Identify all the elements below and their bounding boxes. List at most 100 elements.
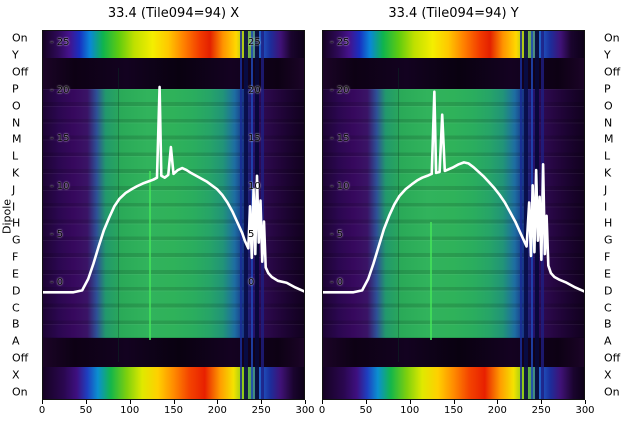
heatmap-band-on-top-rainbow <box>43 31 304 58</box>
dipole-label-right: B <box>604 317 612 331</box>
x-tick-mark <box>409 400 411 404</box>
dipole-label-right: Off <box>604 351 621 365</box>
heatmap-stripe <box>524 31 529 399</box>
power-tick-left: - 20 <box>330 85 350 97</box>
dipole-label-right: On <box>604 31 620 45</box>
heatmap-stripe <box>117 67 119 363</box>
x-tick-label: 250 <box>251 405 271 416</box>
dipole-label-left: K <box>12 166 20 180</box>
dipole-label-left: F <box>12 250 19 264</box>
dipole-label-left: G <box>12 233 21 247</box>
dipole-label-left: On <box>12 385 28 399</box>
bandpass-line <box>323 31 584 399</box>
dipole-label-left: Off <box>12 351 29 365</box>
dipole-label-left: D <box>12 284 21 298</box>
dipole-label-left: L <box>12 149 19 163</box>
power-tick-left: - 25 <box>330 37 350 49</box>
x-tick-label: 300 <box>575 405 595 416</box>
power-tick-left: - 20 <box>50 85 70 97</box>
x-tick-label: 50 <box>79 405 93 416</box>
power-tick-left: - 5 <box>330 229 344 241</box>
dipole-label-right: H <box>604 216 613 230</box>
dipole-label-right: Off <box>604 65 621 79</box>
dipole-label-right: A <box>604 334 612 348</box>
power-tick-left: - 0 <box>330 277 344 289</box>
dipole-label-left: H <box>12 216 21 230</box>
dipole-label-left: O <box>12 99 21 113</box>
heatmap-band-x-on-rainbow <box>43 367 304 399</box>
dipole-label-left: I <box>12 200 16 214</box>
heatmap-stripe <box>397 67 399 363</box>
x-tick-mark <box>585 400 586 404</box>
dipole-label-right: L <box>604 149 611 163</box>
power-tick-left: - 10 <box>330 181 350 193</box>
x-tick-mark <box>305 400 306 404</box>
x-tick-mark <box>129 400 131 404</box>
dipole-label-left: B <box>12 317 20 331</box>
dipole-label-left: Off <box>12 65 29 79</box>
x-tick-label: 150 <box>443 405 464 416</box>
panel-y-title: 33.4 (Tile094=94) Y <box>388 6 519 21</box>
dipole-label-right: G <box>604 233 613 247</box>
power-tick-left: - 10 <box>50 181 70 193</box>
dipole-label-right: K <box>604 166 612 180</box>
dipole-label-left: N <box>12 116 21 129</box>
heatmap-band-y-off-dark <box>43 57 304 89</box>
dipole-label-right: M <box>604 132 614 146</box>
heatmap-stripe <box>430 222 432 341</box>
dipole-label-right: N <box>604 116 613 129</box>
heatmap-stripe <box>149 170 152 341</box>
x-tick-mark <box>497 400 499 404</box>
dipole-label-left: X <box>12 368 20 382</box>
x-tick-mark <box>173 400 175 404</box>
heatmap-stripe <box>239 31 243 399</box>
dipole-label-right: E <box>604 267 611 281</box>
dipole-label-left: M <box>12 132 22 146</box>
x-tick-label: 50 <box>359 405 373 416</box>
x-tick-label: 250 <box>531 405 551 416</box>
x-tick-label: 0 <box>38 405 46 416</box>
dipole-label-left: P <box>12 82 19 96</box>
power-tick-left: - 15 <box>330 133 350 145</box>
panel-x-title: 33.4 (Tile094=94) X <box>107 6 240 21</box>
heatmap-panel-y <box>322 30 585 400</box>
power-tick-right: 20 <box>248 85 261 97</box>
heatmap-band-x-on-rainbow <box>323 367 584 399</box>
power-tick-right: 5 <box>248 229 255 241</box>
dipole-label-left: On <box>12 31 28 45</box>
bandpass-line <box>43 31 304 399</box>
dipole-label-left: E <box>12 267 19 281</box>
dipole-label-right: D <box>604 284 613 298</box>
power-tick-right: 0 <box>248 277 255 289</box>
x-tick-label: 200 <box>487 405 507 416</box>
dipole-label-right: C <box>604 301 612 314</box>
power-tick-left: - 0 <box>50 277 64 289</box>
power-tick-right: 25 <box>248 37 261 49</box>
power-tick-left: - 5 <box>50 229 64 241</box>
x-tick-mark <box>42 400 43 404</box>
dipole-label-right: On <box>604 385 620 399</box>
dipole-label-right: P <box>604 82 611 96</box>
x-tick-label: 0 <box>318 405 326 416</box>
x-tick-mark <box>541 400 543 404</box>
x-tick-mark <box>365 400 367 404</box>
dipole-label-left: J <box>12 183 16 197</box>
x-tick-mark <box>453 400 455 404</box>
power-tick-left: - 15 <box>50 133 70 145</box>
dipole-label-right: Y <box>604 48 611 62</box>
dipole-label-right: J <box>604 183 608 197</box>
power-tick-right: 15 <box>248 133 261 145</box>
dipole-label-left: Y <box>12 48 19 62</box>
dipole-label-right: F <box>604 250 611 264</box>
dipole-label-right: I <box>604 200 608 214</box>
heatmap-band-off-dark <box>43 337 304 368</box>
heatmap-stripe <box>244 31 249 399</box>
x-tick-label: 150 <box>163 405 184 416</box>
x-tick-label: 200 <box>207 405 227 416</box>
x-tick-label: 300 <box>295 405 315 416</box>
x-tick-mark <box>261 400 263 404</box>
heatmap-band-y-off-dark <box>323 57 584 89</box>
heatmap-band-on-top-rainbow <box>323 31 584 58</box>
dipole-label-right: X <box>604 368 612 382</box>
